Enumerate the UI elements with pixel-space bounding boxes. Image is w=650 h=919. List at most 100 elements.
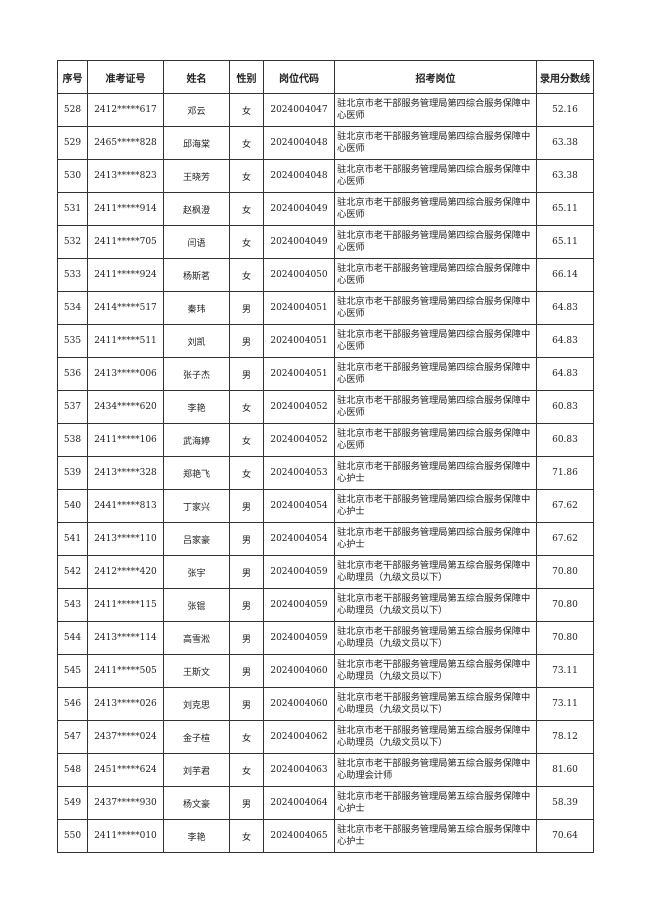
name-cell: 杨文豪: [163, 786, 230, 820]
score-cell: 60.83: [536, 390, 594, 424]
header-position-code: 岗位代码: [263, 60, 335, 94]
position-code-cell: 2024004054: [263, 522, 335, 556]
exam-id-cell: 2414*****517: [87, 291, 164, 325]
position-code-cell: 2024004059: [263, 555, 335, 589]
score-cell: 65.11: [536, 225, 594, 259]
table-row: 537 2434*****620 李艳女 2024004052 驻北京市老干部服务管理局…: [57, 390, 594, 424]
name-cell: 王斯文: [163, 654, 230, 688]
header-name: 姓名: [163, 60, 230, 94]
score-cell: 70.64: [536, 819, 594, 853]
name-cell: 武海婷: [163, 423, 230, 457]
seq-cell: 538: [57, 423, 88, 457]
gender-cell: 男: [229, 588, 264, 622]
exam-id-cell: 2413*****110: [87, 522, 164, 556]
seq-cell: 534: [57, 291, 88, 325]
seq-cell: 531: [57, 192, 88, 226]
table-row: 547 2437*****024 金子楦女 2024004062 驻北京市老干部服务管理…: [57, 720, 594, 754]
position-code-cell: 2024004048: [263, 126, 335, 160]
position-cell: 驻北京市老干部服务管理局第四综合服务保障中心医师: [334, 390, 537, 424]
score-cell: 73.11: [536, 654, 594, 688]
table-row: 546 2413*****026 刘克思男 2024004060 驻北京市老干部服务管理…: [57, 687, 594, 721]
gender-cell: 男: [229, 291, 264, 325]
name-cell: 邱海棠: [163, 126, 230, 160]
score-cell: 67.62: [536, 489, 594, 523]
name-cell: 秦玮: [163, 291, 230, 325]
gender-cell: 男: [229, 522, 264, 556]
table-row: 535 2411*****511 刘凯男 2024004051 驻北京市老干部服务管理局…: [57, 324, 594, 358]
exam-id-cell: 2411*****705: [87, 225, 164, 259]
position-code-cell: 2024004051: [263, 357, 335, 391]
header-gender: 性别: [229, 60, 264, 94]
position-code-cell: 2024004054: [263, 489, 335, 523]
position-code-cell: 2024004051: [263, 291, 335, 325]
position-code-cell: 2024004064: [263, 786, 335, 820]
table-row: 529 2465*****828 邱海棠女 2024004048 驻北京市老干部服务管理…: [57, 126, 594, 160]
name-cell: 刘克思: [163, 687, 230, 721]
table-row: 531 2411*****914 赵枫澄女 2024004049 驻北京市老干部服务管理…: [57, 192, 594, 226]
position-code-cell: 2024004062: [263, 720, 335, 754]
gender-cell: 女: [229, 192, 264, 226]
gender-cell: 男: [229, 555, 264, 589]
exam-id-cell: 2413*****328: [87, 456, 164, 490]
position-code-cell: 2024004052: [263, 423, 335, 457]
header-exam-id: 准考证号: [87, 60, 164, 94]
table-row: 532 2411*****705 闫语女 2024004049 驻北京市老干部服务管理局…: [57, 225, 594, 259]
seq-cell: 549: [57, 786, 88, 820]
gender-cell: 男: [229, 654, 264, 688]
name-cell: 郑艳飞: [163, 456, 230, 490]
exam-id-cell: 2413*****026: [87, 687, 164, 721]
position-cell: 驻北京市老干部服务管理局第四综合服务保障中心护士: [334, 456, 537, 490]
name-cell: 刘凯: [163, 324, 230, 358]
score-cell: 52.16: [536, 93, 594, 127]
exam-id-cell: 2434*****620: [87, 390, 164, 424]
seq-cell: 536: [57, 357, 88, 391]
score-cell: 60.83: [536, 423, 594, 457]
position-cell: 驻北京市老干部服务管理局第五综合服务保障中心助理员（九级文员以下）: [334, 555, 537, 589]
name-cell: 张子杰: [163, 357, 230, 391]
table-row: 538 2411*****106 武海婷女 2024004052 驻北京市老干部服务管理…: [57, 423, 594, 457]
exam-id-cell: 2441*****813: [87, 489, 164, 523]
position-cell: 驻北京市老干部服务管理局第四综合服务保障中心医师: [334, 324, 537, 358]
table-row: 536 2413*****006 张子杰男 2024004051 驻北京市老干部服务管理…: [57, 357, 594, 391]
gender-cell: 女: [229, 390, 264, 424]
table-row: 530 2413*****823 王晓芳女 2024004048 驻北京市老干部服务管理…: [57, 159, 594, 193]
position-cell: 驻北京市老干部服务管理局第四综合服务保障中心医师: [334, 423, 537, 457]
position-cell: 驻北京市老干部服务管理局第四综合服务保障中心医师: [334, 225, 537, 259]
name-cell: 金子楦: [163, 720, 230, 754]
exam-id-cell: 2411*****924: [87, 258, 164, 292]
exam-id-cell: 2451*****624: [87, 753, 164, 787]
name-cell: 高雪淞: [163, 621, 230, 655]
table-row: 550 2411*****010 李艳女 2024004065 驻北京市老干部服务管理局…: [57, 819, 594, 853]
score-cell: 58.39: [536, 786, 594, 820]
exam-id-cell: 2411*****010: [87, 819, 164, 853]
table-row: 544 2413*****114 高雪淞男 2024004059 驻北京市老干部服务管理…: [57, 621, 594, 655]
exam-id-cell: 2411*****914: [87, 192, 164, 226]
position-cell: 驻北京市老干部服务管理局第四综合服务保障中心医师: [334, 159, 537, 193]
table-row: 545 2411*****505 王斯文男 2024004060 驻北京市老干部服务管理…: [57, 654, 594, 688]
gender-cell: 男: [229, 786, 264, 820]
score-cell: 64.83: [536, 324, 594, 358]
table-row: 543 2411*****115 张锟男 2024004059 驻北京市老干部服务管理局…: [57, 588, 594, 622]
table-row: 549 2437*****930 杨文豪男 2024004064 驻北京市老干部服务管理…: [57, 786, 594, 820]
score-cell: 64.83: [536, 291, 594, 325]
name-cell: 闫语: [163, 225, 230, 259]
exam-id-cell: 2411*****106: [87, 423, 164, 457]
position-code-cell: 2024004059: [263, 621, 335, 655]
seq-cell: 539: [57, 456, 88, 490]
position-cell: 驻北京市老干部服务管理局第四综合服务保障中心医师: [334, 357, 537, 391]
gender-cell: 女: [229, 258, 264, 292]
name-cell: 丁家兴: [163, 489, 230, 523]
position-cell: 驻北京市老干部服务管理局第四综合服务保障中心医师: [334, 126, 537, 160]
seq-cell: 542: [57, 555, 88, 589]
header-seq: 序号: [57, 60, 88, 94]
position-cell: 驻北京市老干部服务管理局第四综合服务保障中心医师: [334, 258, 537, 292]
seq-cell: 533: [57, 258, 88, 292]
exam-id-cell: 2412*****420: [87, 555, 164, 589]
gender-cell: 女: [229, 225, 264, 259]
gender-cell: 女: [229, 93, 264, 127]
seq-cell: 545: [57, 654, 88, 688]
position-cell: 驻北京市老干部服务管理局第四综合服务保障中心医师: [334, 291, 537, 325]
score-cell: 71.86: [536, 456, 594, 490]
exam-id-cell: 2465*****828: [87, 126, 164, 160]
name-cell: 刘芋君: [163, 753, 230, 787]
